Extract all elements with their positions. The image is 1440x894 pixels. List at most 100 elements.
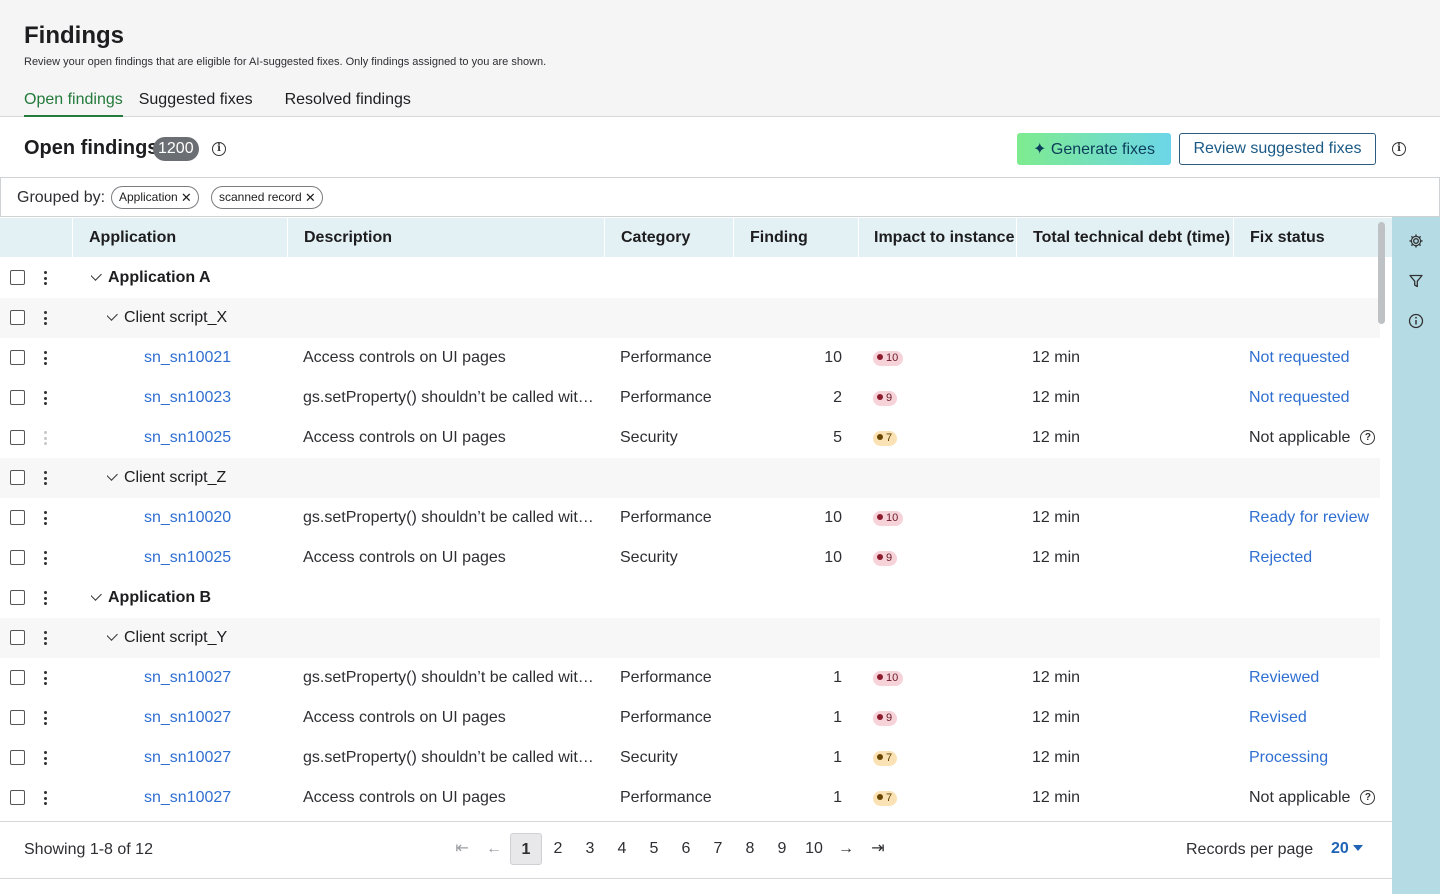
more-options-icon[interactable] xyxy=(40,750,50,766)
group-chip-application[interactable]: Application ✕ xyxy=(111,186,199,209)
table-row[interactable]: sn_sn10025 Access controls on UI pages Sec… xyxy=(0,418,1380,458)
page-button[interactable]: 2 xyxy=(553,840,563,857)
table-row[interactable]: sn_sn10025 Access controls on UI pages Sec… xyxy=(0,538,1380,578)
table-row[interactable]: sn_sn10020 gs.setProperty() shouldn’t be … xyxy=(0,498,1380,538)
finding-id-link[interactable]: sn_sn10021 xyxy=(144,338,284,378)
row-checkbox[interactable] xyxy=(10,630,25,645)
row-checkbox[interactable] xyxy=(10,710,25,725)
row-checkbox[interactable] xyxy=(10,670,25,685)
help-icon[interactable]: ? xyxy=(1360,430,1376,445)
more-options-icon[interactable] xyxy=(40,550,50,566)
column-header-impact[interactable]: Impact to instance xyxy=(858,218,1016,257)
finding-id-link[interactable]: sn_sn10023 xyxy=(144,378,284,418)
application-group-row[interactable]: Application B xyxy=(0,578,1380,618)
chevron-down-icon[interactable] xyxy=(107,468,118,481)
fix-status-link[interactable]: Processing xyxy=(1249,738,1384,778)
prev-page-button[interactable]: ← xyxy=(486,840,502,857)
page-button[interactable]: 9 xyxy=(777,840,787,857)
group-chip-scanned-record[interactable]: scanned record ✕ xyxy=(211,186,323,209)
fix-status-link[interactable]: Not requested xyxy=(1249,338,1384,378)
filter-icon[interactable] xyxy=(1408,273,1424,289)
record-group-row[interactable]: Client script_X xyxy=(0,298,1380,338)
close-icon[interactable]: ✕ xyxy=(180,190,192,205)
page-button[interactable]: 5 xyxy=(649,840,659,857)
fix-status-link[interactable]: Not requested xyxy=(1249,378,1384,418)
finding-id-link[interactable]: sn_sn10027 xyxy=(144,738,284,778)
column-header-category[interactable]: Category xyxy=(604,218,734,257)
application-group-row[interactable]: Application A xyxy=(0,258,1380,298)
table-row[interactable]: sn_sn10027 Access controls on UI pages Per… xyxy=(0,778,1380,818)
table-row[interactable]: sn_sn10027 gs.setProperty() shouldn’t be … xyxy=(0,738,1380,778)
tab-open-findings[interactable]: Open findings xyxy=(24,90,123,117)
page-button[interactable]: 10 xyxy=(805,840,823,857)
info-icon[interactable] xyxy=(1408,313,1424,329)
application-group-label[interactable]: Application B xyxy=(91,578,211,618)
next-page-button[interactable]: → xyxy=(838,840,854,857)
more-options-icon[interactable] xyxy=(40,670,50,686)
review-suggested-fixes-button[interactable]: Review suggested fixes xyxy=(1179,133,1376,165)
finding-id-link[interactable]: sn_sn10025 xyxy=(144,418,284,458)
more-options-icon[interactable] xyxy=(40,270,50,286)
help-icon[interactable]: ? xyxy=(1360,790,1376,805)
finding-id-link[interactable]: sn_sn10027 xyxy=(144,778,284,818)
finding-id-link[interactable]: sn_sn10027 xyxy=(144,658,284,698)
more-options-icon[interactable] xyxy=(40,630,50,646)
tab-suggested-fixes[interactable]: Suggested fixes xyxy=(138,91,253,108)
row-checkbox[interactable] xyxy=(10,750,25,765)
fix-status-link[interactable]: Rejected xyxy=(1249,538,1384,578)
row-checkbox[interactable] xyxy=(10,590,25,605)
row-checkbox[interactable] xyxy=(10,350,25,365)
row-checkbox[interactable] xyxy=(10,390,25,405)
record-group-row[interactable]: Client script_Z xyxy=(0,458,1380,498)
finding-id-link[interactable]: sn_sn10020 xyxy=(144,498,284,538)
info-icon[interactable]: i xyxy=(1392,142,1406,156)
fix-status-link[interactable]: Ready for review xyxy=(1249,498,1384,538)
generate-fixes-button[interactable]: ✦ Generate fixes xyxy=(1017,133,1171,165)
more-options-icon[interactable] xyxy=(40,350,50,366)
column-header-finding-counts[interactable]: Finding counts xyxy=(733,218,859,285)
row-checkbox[interactable] xyxy=(10,430,25,445)
fix-status-link[interactable]: Reviewed xyxy=(1249,658,1384,698)
table-row[interactable]: sn_sn10027 Access controls on UI pages Per… xyxy=(0,698,1380,738)
more-options-icon[interactable] xyxy=(40,790,50,806)
last-page-button[interactable]: ⇥ xyxy=(871,840,885,857)
gear-icon[interactable] xyxy=(1408,233,1424,249)
page-button[interactable]: 6 xyxy=(681,840,691,857)
column-header-technical-debt[interactable]: Total technical debt (time) xyxy=(1016,218,1234,257)
page-button[interactable]: 3 xyxy=(585,840,595,857)
tab-resolved-findings[interactable]: Resolved findings xyxy=(284,91,411,108)
more-options-icon[interactable] xyxy=(40,510,50,526)
more-options-icon[interactable] xyxy=(40,590,50,606)
table-row[interactable]: sn_sn10021 Access controls on UI pages Per… xyxy=(0,338,1380,378)
chevron-down-icon[interactable] xyxy=(107,308,118,321)
table-row[interactable]: sn_sn10027 gs.setProperty() shouldn’t be … xyxy=(0,658,1380,698)
application-group-label[interactable]: Application A xyxy=(91,258,211,298)
row-checkbox[interactable] xyxy=(10,470,25,485)
finding-id-link[interactable]: sn_sn10025 xyxy=(144,538,284,578)
more-options-icon[interactable] xyxy=(40,390,50,406)
table-scrollbar[interactable] xyxy=(1378,222,1385,324)
record-group-row[interactable]: Client script_Y xyxy=(0,618,1380,658)
more-options-icon[interactable] xyxy=(40,710,50,726)
records-per-page-select[interactable]: 20 xyxy=(1331,840,1363,858)
record-group-label[interactable]: Client script_Y xyxy=(107,618,227,658)
first-page-button[interactable]: ⇤ xyxy=(455,840,469,857)
chevron-down-icon[interactable] xyxy=(107,628,118,641)
fix-status-link[interactable]: Revised xyxy=(1249,698,1384,738)
column-header-fix-status[interactable]: Fix status xyxy=(1233,218,1392,257)
more-options-icon[interactable] xyxy=(40,310,50,326)
chevron-down-icon[interactable] xyxy=(91,268,102,281)
record-group-label[interactable]: Client script_Z xyxy=(107,458,226,498)
chevron-down-icon[interactable] xyxy=(91,588,102,601)
row-checkbox[interactable] xyxy=(10,270,25,285)
column-header-description[interactable]: Description xyxy=(287,218,605,257)
info-icon[interactable]: i xyxy=(212,142,226,156)
record-group-label[interactable]: Client script_X xyxy=(107,298,227,338)
more-options-icon[interactable] xyxy=(40,470,50,486)
close-icon[interactable]: ✕ xyxy=(304,190,316,205)
page-button[interactable]: 8 xyxy=(745,840,755,857)
finding-id-link[interactable]: sn_sn10027 xyxy=(144,698,284,738)
page-button[interactable]: 1 xyxy=(510,833,542,865)
column-header-application[interactable]: Application xyxy=(72,218,288,257)
row-checkbox[interactable] xyxy=(10,510,25,525)
